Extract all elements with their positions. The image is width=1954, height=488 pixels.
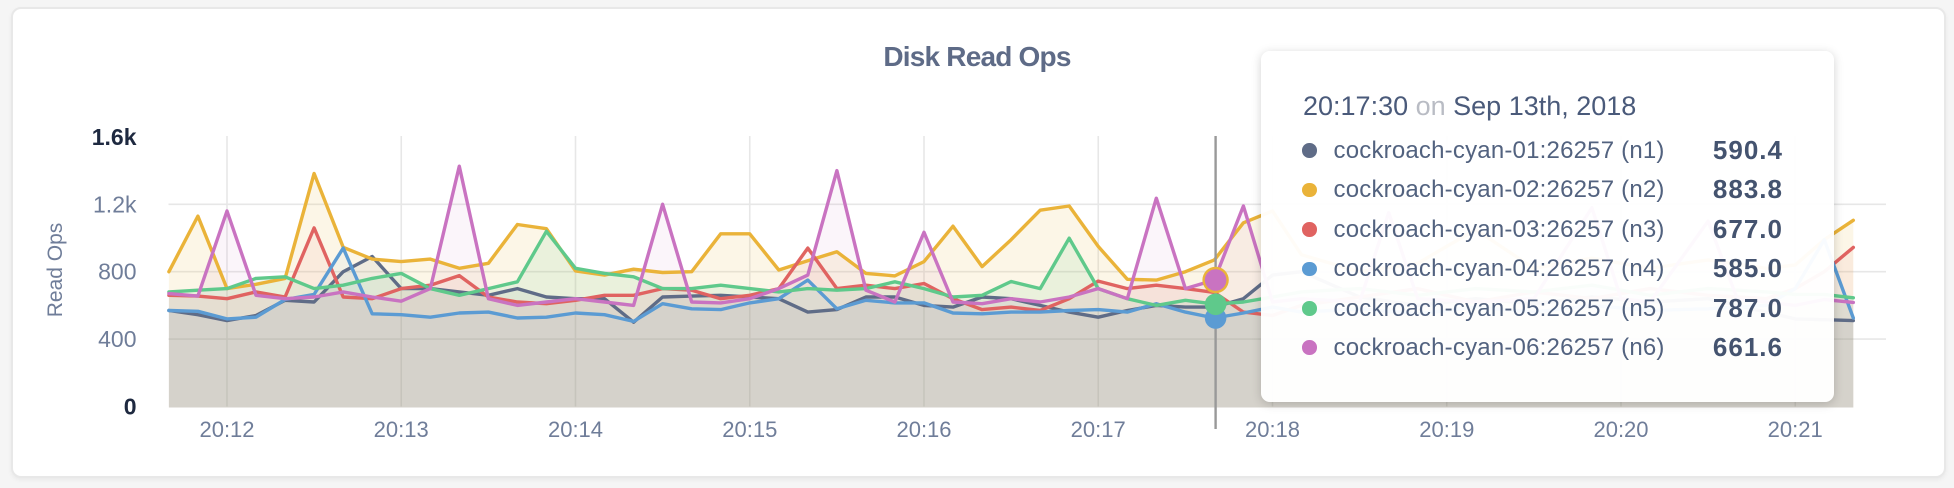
svg-text:1.2k: 1.2k — [93, 191, 137, 217]
svg-text:20:18: 20:18 — [1245, 417, 1300, 442]
svg-text:20:14: 20:14 — [548, 417, 603, 442]
svg-text:20:13: 20:13 — [374, 417, 429, 442]
svg-text:400: 400 — [98, 326, 136, 352]
svg-text:Read Ops: Read Ops — [44, 223, 67, 318]
svg-text:20:15: 20:15 — [722, 417, 777, 442]
svg-text:20:16: 20:16 — [896, 417, 951, 442]
svg-text:20:21: 20:21 — [1768, 417, 1823, 442]
svg-text:1.6k: 1.6k — [92, 124, 137, 150]
svg-text:20:20: 20:20 — [1593, 417, 1648, 442]
svg-text:20:19: 20:19 — [1419, 417, 1474, 442]
svg-text:0: 0 — [124, 394, 137, 420]
svg-text:20:12: 20:12 — [199, 417, 254, 442]
svg-text:800: 800 — [98, 259, 136, 285]
svg-text:20:17: 20:17 — [1071, 417, 1126, 442]
